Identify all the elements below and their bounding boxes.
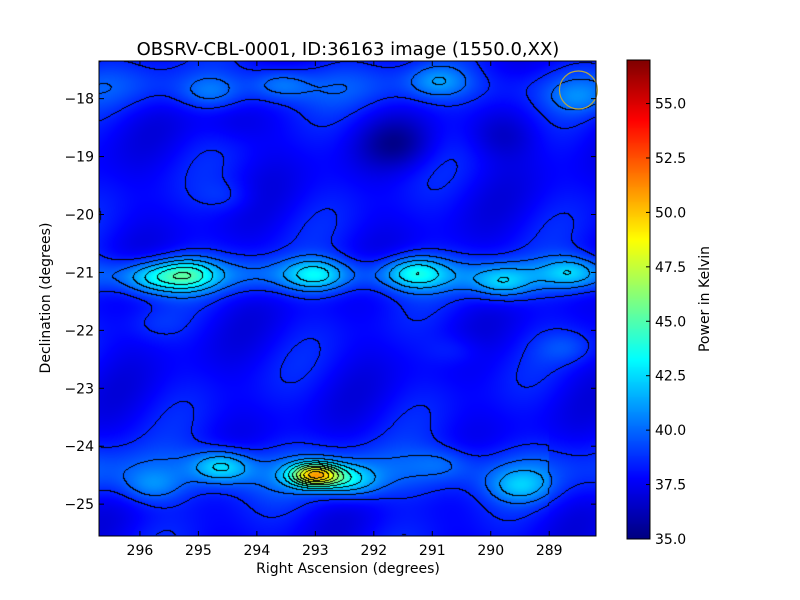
x-tick-label: 290 xyxy=(477,543,504,559)
y-tick-label: −22 xyxy=(64,323,94,339)
y-tick-label: −21 xyxy=(64,265,94,281)
x-tick-label: 296 xyxy=(127,543,154,559)
y-tick-label: −18 xyxy=(64,92,94,108)
y-tick-label: −25 xyxy=(64,497,94,513)
x-tick-label: 289 xyxy=(536,543,563,559)
chart-title: OBSRV-CBL-0001, ID:36163 image (1550.0,X… xyxy=(137,39,560,60)
colorbar-ticks: 35.0 37.5 40.0 42.5 45.0 47.5 50.0 52.5 55.0 xyxy=(646,97,686,548)
beam-marker-layer xyxy=(558,70,599,110)
colorbar-tick-label: 40.0 xyxy=(655,423,686,439)
y-tick-label: −23 xyxy=(64,381,94,397)
x-axis-ticks: 296 295 294 293 292 291 290 289 xyxy=(127,61,563,559)
colorbar-gradient xyxy=(627,60,650,539)
heatmap-plot xyxy=(98,60,599,537)
beam-marker-circle xyxy=(558,70,599,110)
x-tick-label: 295 xyxy=(185,543,212,559)
colorbar-frame xyxy=(626,59,651,540)
y-tick-label: −20 xyxy=(64,208,94,224)
y-axis-ticks: −18 −19 −20 −21 −22 −23 −24 −25 xyxy=(64,92,596,513)
colorbar-tick-label: 50.0 xyxy=(655,205,686,221)
y-tick-label: −19 xyxy=(64,150,94,166)
y-tick-label: −24 xyxy=(64,439,94,455)
colorbar-tick-label: 37.5 xyxy=(655,478,686,494)
colorbar-tick-label: 52.5 xyxy=(655,151,686,167)
colorbar-tick-label: 35.0 xyxy=(655,532,686,548)
colorbar: 35.0 37.5 40.0 42.5 45.0 47.5 50.0 52.5 55.0 Pow… xyxy=(626,59,713,548)
plot-frame xyxy=(98,60,597,537)
colorbar-label: Power in Kelvin xyxy=(697,246,713,352)
x-axis-label: Right Ascension (degrees) xyxy=(256,561,440,577)
x-tick-label: 293 xyxy=(302,543,329,559)
x-tick-label: 294 xyxy=(244,543,271,559)
colorbar-tick-label: 47.5 xyxy=(655,260,686,276)
x-tick-label: 292 xyxy=(360,543,387,559)
x-tick-label: 291 xyxy=(419,543,446,559)
y-axis-label: Declination (degrees) xyxy=(38,223,54,374)
colorbar-tick-label: 45.0 xyxy=(655,314,686,330)
heatmap-image xyxy=(99,61,596,536)
colorbar-tick-label: 42.5 xyxy=(655,369,686,385)
colorbar-tick-label: 55.0 xyxy=(655,97,686,113)
